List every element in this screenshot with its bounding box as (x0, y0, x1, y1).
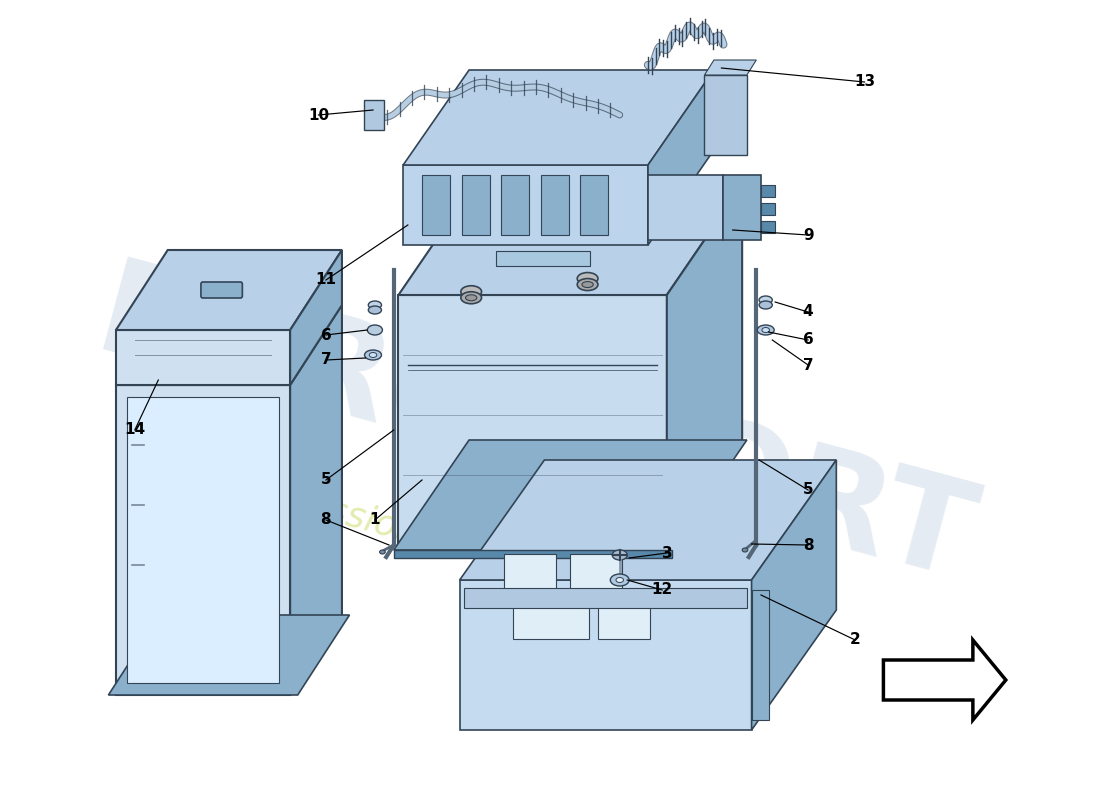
Ellipse shape (759, 301, 772, 309)
Ellipse shape (610, 574, 629, 586)
Ellipse shape (759, 296, 772, 304)
Polygon shape (724, 175, 761, 240)
Polygon shape (116, 250, 342, 330)
Polygon shape (704, 60, 757, 75)
Ellipse shape (461, 292, 482, 304)
Text: 14: 14 (124, 422, 145, 438)
Text: 5: 5 (320, 473, 331, 487)
Text: 7: 7 (803, 358, 813, 373)
Polygon shape (398, 185, 742, 295)
Text: 8: 8 (803, 538, 813, 553)
FancyBboxPatch shape (201, 282, 242, 298)
Bar (761, 221, 776, 233)
Bar (761, 185, 776, 197)
Polygon shape (116, 305, 342, 385)
Polygon shape (580, 175, 608, 235)
Ellipse shape (368, 306, 382, 314)
Polygon shape (116, 385, 290, 695)
Ellipse shape (461, 286, 482, 298)
Polygon shape (116, 330, 290, 385)
Polygon shape (460, 580, 751, 730)
Bar (761, 203, 776, 215)
Ellipse shape (578, 273, 598, 285)
Polygon shape (648, 70, 714, 245)
Ellipse shape (762, 327, 770, 333)
Ellipse shape (582, 282, 593, 287)
Polygon shape (504, 554, 556, 594)
Ellipse shape (616, 578, 624, 582)
Polygon shape (364, 100, 384, 130)
Polygon shape (540, 175, 569, 235)
Text: 9: 9 (803, 227, 813, 242)
Ellipse shape (465, 294, 476, 301)
Text: 5: 5 (803, 482, 813, 498)
Ellipse shape (742, 548, 748, 552)
Ellipse shape (757, 325, 774, 335)
Polygon shape (502, 175, 529, 235)
Polygon shape (704, 75, 747, 155)
Ellipse shape (379, 550, 385, 554)
Ellipse shape (367, 325, 383, 335)
Text: 13: 13 (854, 74, 876, 90)
Ellipse shape (364, 350, 382, 360)
Polygon shape (751, 590, 769, 720)
Polygon shape (496, 251, 590, 266)
Polygon shape (404, 70, 714, 165)
Ellipse shape (578, 278, 598, 290)
Polygon shape (404, 165, 648, 245)
Polygon shape (290, 250, 342, 385)
Text: EUROSPORT: EUROSPORT (84, 252, 987, 608)
Polygon shape (167, 305, 342, 615)
Polygon shape (667, 185, 743, 550)
Polygon shape (598, 604, 650, 639)
Text: 10: 10 (308, 107, 329, 122)
Polygon shape (394, 550, 671, 558)
Polygon shape (648, 175, 724, 240)
Polygon shape (751, 460, 836, 730)
Polygon shape (128, 397, 278, 683)
Text: 12: 12 (651, 582, 673, 598)
Text: 11: 11 (316, 273, 337, 287)
Ellipse shape (613, 550, 627, 560)
Polygon shape (460, 460, 836, 580)
Polygon shape (398, 295, 667, 550)
Text: 3: 3 (661, 546, 672, 561)
Polygon shape (462, 175, 490, 235)
Text: 2: 2 (850, 633, 860, 647)
Text: 8: 8 (320, 513, 331, 527)
Polygon shape (290, 305, 342, 695)
Polygon shape (109, 615, 350, 695)
Ellipse shape (368, 301, 382, 309)
Text: 7: 7 (320, 353, 331, 367)
Polygon shape (514, 604, 588, 639)
Polygon shape (394, 440, 747, 550)
Polygon shape (883, 640, 1005, 720)
Text: 4: 4 (803, 305, 813, 319)
Polygon shape (570, 554, 622, 594)
Text: 6: 6 (320, 327, 331, 342)
Ellipse shape (370, 353, 377, 358)
Bar (464, 588, 747, 608)
Text: a passion for parts since 1985: a passion for parts since 1985 (249, 473, 784, 647)
Text: 1: 1 (370, 513, 381, 527)
Polygon shape (422, 175, 450, 235)
Text: 6: 6 (803, 333, 814, 347)
